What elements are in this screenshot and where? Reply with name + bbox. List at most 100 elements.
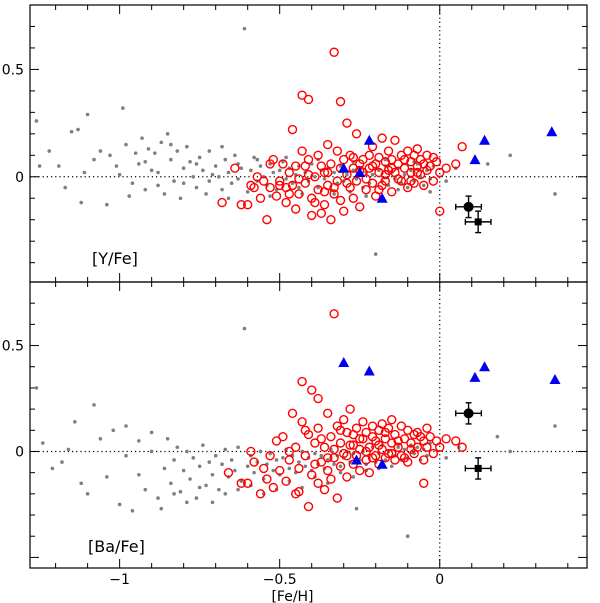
grey-dot-point <box>297 185 301 190</box>
grey-dot-point <box>351 475 356 479</box>
grey-dot-point <box>117 172 122 177</box>
grey-dot-point <box>233 153 237 158</box>
grey-dot-point <box>364 194 368 198</box>
red-circle-point <box>319 484 330 495</box>
red-circle-point <box>441 163 451 173</box>
red-circle-point <box>258 176 269 186</box>
grey-dot-point <box>332 192 336 196</box>
grey-dot-point <box>172 492 176 496</box>
red-circle-point <box>290 204 301 214</box>
red-circle-point <box>355 434 365 444</box>
red-circle-point <box>335 195 346 206</box>
red-circle-point <box>271 436 282 446</box>
grey-dot-point <box>108 153 112 158</box>
grey-dot-point <box>223 157 228 162</box>
red-circle-point <box>303 169 314 180</box>
grey-dot-point <box>130 181 135 186</box>
blue-triangle-point <box>351 454 363 465</box>
red-circle-point <box>406 438 416 448</box>
grey-dot-point <box>319 453 324 458</box>
red-circle-point <box>348 440 359 450</box>
red-circle-point <box>399 154 410 165</box>
red-circle-point <box>345 404 355 414</box>
y-tick-label: 0.5 <box>2 62 24 78</box>
grey-dot-point <box>98 436 103 441</box>
grey-dot-point <box>111 428 116 433</box>
red-circle-point <box>358 154 368 165</box>
grey-dot-point <box>223 492 228 496</box>
grey-dot-point <box>210 500 215 505</box>
grey-dot-point <box>50 466 55 471</box>
grey-dot-point <box>181 181 186 186</box>
grey-dot-point <box>402 172 407 177</box>
x-tick-label: 0 <box>435 572 444 588</box>
red-circle-point <box>326 431 336 442</box>
red-circle-point <box>419 455 429 465</box>
red-circle-point <box>358 417 368 427</box>
red-circle-point <box>425 161 435 171</box>
red-circle-point <box>377 133 387 143</box>
grey-dot-point <box>159 140 164 145</box>
red-circle-point <box>300 161 310 171</box>
blue-triangle-point <box>549 373 561 384</box>
grey-dot-point <box>252 155 256 160</box>
grey-dot-point <box>34 386 39 390</box>
red-circle-point <box>367 421 378 431</box>
red-circle-point <box>335 438 346 448</box>
red-circle-point <box>323 139 333 150</box>
red-circle-point <box>294 487 304 497</box>
grey-dot-point <box>245 464 250 469</box>
red-circle-point <box>329 189 339 199</box>
grey-dot-point <box>553 424 557 428</box>
red-circle-point <box>316 457 327 467</box>
red-circle-point <box>390 135 400 145</box>
red-circle-point <box>399 453 410 463</box>
red-circle-point <box>387 415 397 425</box>
grey-dot-point <box>297 460 301 464</box>
grey-dot-point <box>169 157 173 162</box>
grey-dot-point <box>303 464 308 469</box>
grey-dot-point <box>149 449 154 454</box>
grey-dot-point <box>354 177 359 181</box>
grey-dot-point <box>140 136 144 140</box>
red-circle-point <box>355 444 365 455</box>
red-circle-point <box>457 442 467 452</box>
grey-dot-point <box>143 159 148 164</box>
grey-dot-point <box>220 187 224 192</box>
grey-dot-point <box>188 477 192 481</box>
red-circle-point <box>380 434 391 444</box>
grey-dot-point <box>162 466 167 471</box>
red-circle-point <box>342 451 352 461</box>
grey-dot-point <box>156 496 160 500</box>
red-circle-point <box>284 167 294 178</box>
red-circle-point <box>396 421 407 431</box>
grey-dot-point <box>207 460 212 464</box>
grey-dot-point <box>249 168 253 173</box>
red-circle-point <box>323 408 333 419</box>
grey-dot-point <box>207 179 212 183</box>
red-circle-point <box>412 167 423 178</box>
grey-dot-point <box>405 534 410 539</box>
grey-dot-point <box>124 142 128 147</box>
red-circle-point <box>351 423 362 433</box>
grey-dot-point <box>185 449 189 454</box>
red-circle-point <box>329 47 339 57</box>
red-circle-point <box>348 152 359 163</box>
grey-dot-point <box>217 174 221 179</box>
red-circle-point <box>380 157 391 167</box>
grey-dot-point <box>396 187 400 192</box>
red-circle-point <box>451 436 461 446</box>
red-circle-point <box>262 215 272 225</box>
red-circle-point <box>319 442 330 452</box>
red-circle-point <box>335 425 346 435</box>
blue-triangle-point <box>354 166 366 177</box>
grey-dot-point <box>197 464 202 469</box>
grey-dot-point <box>133 151 138 155</box>
grey-dot-point <box>220 462 224 466</box>
blue-triangle-point <box>479 361 491 372</box>
red-circle-point <box>387 438 397 448</box>
red-circle-point <box>281 476 291 486</box>
grey-dot-point <box>98 149 103 153</box>
grey-dot-point <box>332 462 336 466</box>
grey-dot-point <box>175 445 180 450</box>
